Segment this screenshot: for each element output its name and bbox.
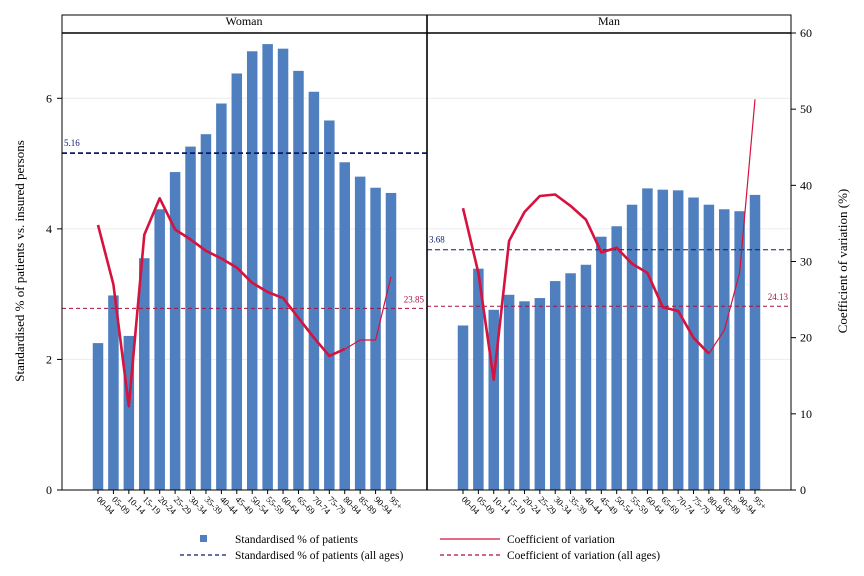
bar xyxy=(108,295,119,490)
legend: Standardised % of patients Coefficient o… xyxy=(180,534,660,562)
bar xyxy=(339,162,350,490)
legend-bar-swatch xyxy=(200,535,207,542)
bar xyxy=(200,134,212,490)
bar xyxy=(324,120,335,491)
bar xyxy=(719,209,730,490)
right-tick-label: 0 xyxy=(800,483,806,497)
left-tick-label: 6 xyxy=(46,91,52,105)
bar xyxy=(231,73,243,490)
bar xyxy=(169,172,181,490)
cv-line-dip xyxy=(112,234,145,407)
plot-frame xyxy=(61,14,792,491)
bar xyxy=(488,309,499,490)
bar xyxy=(657,189,669,490)
overall-pct-label: 5.16 xyxy=(64,138,80,148)
left-axis: 0 2 4 6 xyxy=(46,91,62,497)
right-tick-label: 30 xyxy=(800,255,812,269)
bar xyxy=(154,209,165,490)
left-tick-label: 2 xyxy=(46,352,52,366)
bar xyxy=(92,343,104,490)
bar xyxy=(596,236,607,490)
right-tick-label: 40 xyxy=(800,178,812,192)
bar xyxy=(519,301,530,490)
right-tick-label: 50 xyxy=(800,102,812,116)
bar xyxy=(688,197,699,490)
bar xyxy=(139,258,150,490)
cv-line-tail xyxy=(708,99,756,355)
bar xyxy=(549,281,561,490)
bar xyxy=(457,325,469,490)
bar xyxy=(580,264,592,490)
legend-overall-cv-label: Coefficient of variation (all ages) xyxy=(507,550,660,562)
overall-cv-label: 24.13 xyxy=(768,292,789,302)
cv-line-tail xyxy=(344,276,392,350)
bar xyxy=(216,103,227,490)
panel-man: 3.6824.1300-0405-0910-1415-1920-2425-293… xyxy=(427,99,791,517)
right-tick-label: 60 xyxy=(800,26,812,40)
legend-bar-label: Standardised % of patients xyxy=(235,534,358,546)
bar xyxy=(293,70,304,490)
bar xyxy=(246,51,258,490)
bar xyxy=(262,44,273,490)
legend-overall-pct-label: Standardised % of patients (all ages) xyxy=(235,550,403,562)
bar xyxy=(703,204,715,491)
left-tick-label: 4 xyxy=(46,222,52,236)
bar xyxy=(611,226,622,490)
left-tick-label: 0 xyxy=(46,483,52,497)
legend-cv-label: Coefficient of variation xyxy=(507,534,615,546)
panel-title-man: Man xyxy=(598,14,620,28)
bar xyxy=(642,188,653,490)
left-axis-title: Standardised % of patients vs. insured p… xyxy=(12,140,27,382)
panel-woman: 5.1623.8500-0405-0910-1415-1920-2425-293… xyxy=(62,44,427,517)
bar xyxy=(734,211,745,491)
bar xyxy=(308,91,320,490)
bar xyxy=(473,268,484,490)
overall-pct-label: 3.68 xyxy=(429,235,445,245)
right-tick-label: 20 xyxy=(800,331,812,345)
bar xyxy=(354,176,366,490)
right-axis-title: Coefficient of variation (%) xyxy=(835,189,850,334)
overall-cv-label: 23.85 xyxy=(404,294,425,304)
bar xyxy=(534,298,546,490)
panel-title-woman: Woman xyxy=(225,14,262,28)
right-axis: 0 10 20 30 40 50 60 xyxy=(791,26,812,497)
right-tick-label: 10 xyxy=(800,407,812,421)
cv-line-dip xyxy=(477,240,510,380)
bar xyxy=(565,273,576,490)
bar xyxy=(123,335,135,490)
bar xyxy=(277,48,289,490)
bar xyxy=(385,192,397,490)
bar xyxy=(503,294,515,490)
bar xyxy=(749,194,761,490)
bar xyxy=(626,204,638,491)
bar xyxy=(185,146,196,490)
bar xyxy=(672,190,684,491)
